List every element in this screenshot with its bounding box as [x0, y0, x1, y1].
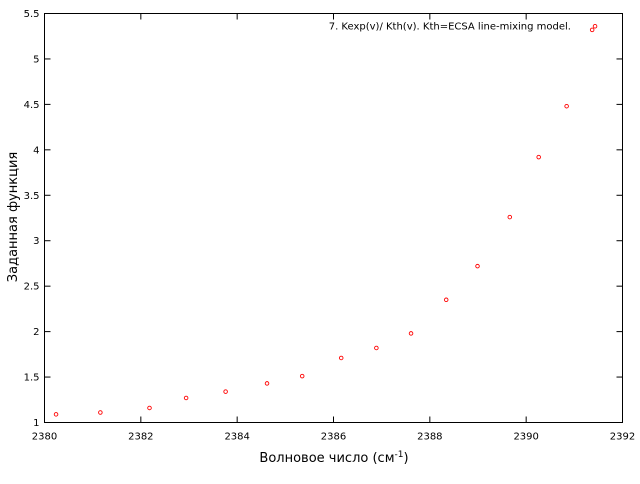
y-tick-label: 2 [33, 327, 39, 338]
x-tick-label: 2390 [513, 432, 538, 443]
x-axis-title-main: Волновое число (см [259, 451, 394, 466]
data-point [443, 297, 449, 303]
data-point [264, 381, 270, 386]
x-tick-label: 2386 [321, 432, 346, 443]
legend-text: 7. Kexp(v)/ Kth(v). Kth=ECSA line-mixing… [329, 22, 571, 33]
points-layer [53, 23, 598, 417]
data-point [223, 389, 228, 394]
data-point [589, 27, 595, 33]
x-axis-title: Волновое число (см-1) [259, 450, 408, 466]
plot-frame [44, 13, 623, 423]
x-tick-label: 2392 [610, 432, 635, 443]
x-tick-label: 2380 [32, 432, 57, 443]
ticks-layer: 2380 2382 2384 2386 2388 2390 2392 1 1.5 2 2.5 3 3.5… [24, 9, 636, 443]
y-tick-label: 3.5 [24, 191, 40, 202]
x-tick-label: 2382 [128, 432, 153, 443]
data-point [507, 214, 513, 220]
y-tick-label: 4.5 [24, 100, 40, 111]
y-axis-title: Заданная функция [6, 152, 21, 282]
data-point [475, 263, 480, 269]
y-tick-label: 1.5 [24, 373, 40, 384]
data-point [408, 331, 414, 336]
x-tick-label: 2384 [224, 432, 249, 443]
y-tick-label: 1 [33, 418, 39, 429]
data-point [98, 410, 103, 415]
x-axis-title-end: ) [403, 451, 408, 466]
x-tick-label: 2388 [417, 432, 442, 443]
x-axis-title-superscript: -1 [395, 450, 404, 460]
y-tick-label: 2.5 [24, 282, 40, 293]
data-point [299, 373, 305, 379]
data-point [183, 395, 189, 401]
data-point [53, 412, 59, 417]
data-point [338, 355, 344, 361]
y-tick-label: 3 [33, 236, 39, 247]
data-point [592, 23, 598, 29]
data-point [564, 103, 569, 109]
data-point [147, 405, 152, 411]
y-tick-label: 5 [33, 54, 39, 65]
y-tick-label: 4 [33, 145, 39, 156]
data-point [536, 154, 541, 160]
y-tick-label: 5.5 [24, 9, 40, 20]
data-point [374, 345, 379, 351]
